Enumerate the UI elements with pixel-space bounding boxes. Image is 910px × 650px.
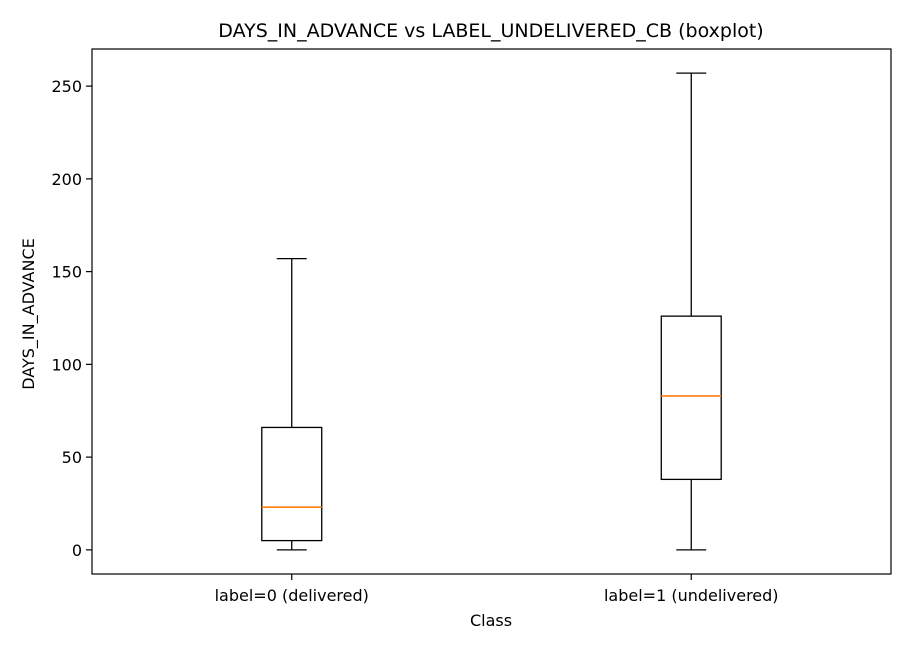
plot-frame [91, 48, 892, 575]
y-tick-label: 50 [62, 448, 82, 467]
x-axis-label: Class [470, 611, 512, 630]
x-axis: label=0 (delivered) label=1 (undelivered) [215, 574, 779, 605]
plot-area [261, 72, 722, 551]
box-group [261, 257, 323, 551]
iqr-box [660, 315, 722, 481]
y-axis-label: DAYS_IN_ADVANCE [19, 238, 39, 389]
y-axis: 0 50 100 150 200 250 [51, 77, 92, 560]
y-tick-label: 150 [51, 263, 82, 282]
iqr-box [261, 426, 323, 542]
y-tick-label: 250 [51, 77, 82, 96]
y-tick-label: 100 [51, 355, 82, 374]
chart-title: DAYS_IN_ADVANCE vs LABEL_UNDELIVERED_CB … [218, 20, 763, 42]
x-tick-label: label=1 (undelivered) [604, 586, 779, 605]
box-group [660, 72, 722, 551]
x-tick-label: label=0 (delivered) [215, 586, 369, 605]
y-tick-label: 0 [72, 541, 82, 560]
y-tick-label: 200 [51, 170, 82, 189]
